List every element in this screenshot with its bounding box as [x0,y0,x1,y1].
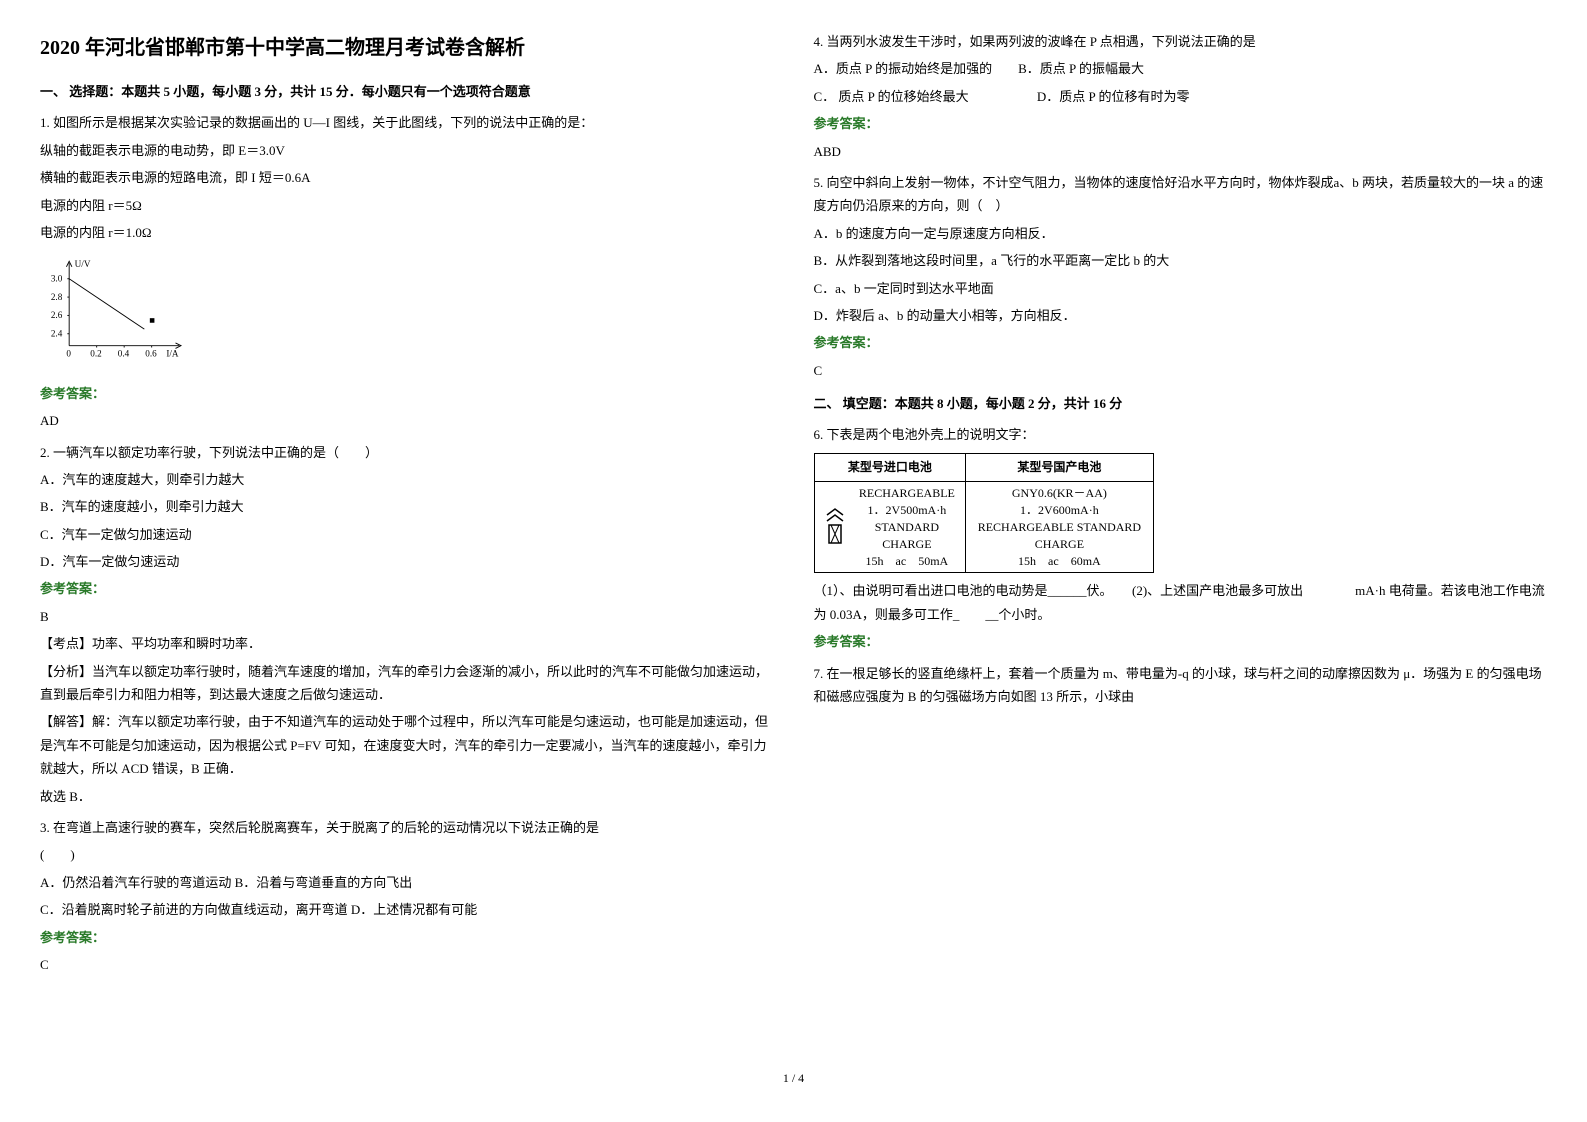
left-line-2: STANDARD [855,519,960,536]
q2-expl-1: 【分析】当汽车以额定功率行驶时，随着汽车速度的增加，汽车的牵引力会逐渐的减小，所… [40,660,774,707]
graph-point [150,319,155,324]
q2-expl-2: 【解答】解：汽车以额定功率行驶，由于不知道汽车的运动处于哪个过程中，所以汽车可能… [40,710,774,780]
table-header-right: 某型号国产电池 [966,453,1153,482]
question-6: 6. 下表是两个电池外壳上的说明文字： 某型号进口电池 某型号国产电池 [814,423,1548,653]
q6-tail: （1）、由说明可看出进口电池的电动势是______伏。 (2)、上述国产电池最多… [814,579,1548,626]
q5-opt-c: C．a、b 一定同时到达水平地面 [814,277,1548,300]
q3-stem: 3. 在弯道上高速行驶的赛车，突然后轮脱离赛车，关于脱离了的后轮的运动情况以下说… [40,816,774,839]
page-footer: 1 / 4 [40,1068,1547,1090]
question-5: 5. 向空中斜向上发射一物体，不计空气阻力，当物体的速度恰好沿水平方向时，物体炸… [814,171,1548,382]
q2-ans: B [40,605,774,628]
q4-ans: ABD [814,140,1548,163]
table-row: RECHARGEABLE 1．2V500mA·h STANDARD CHARGE… [814,482,1153,573]
q2-stem: 2. 一辆汽车以额定功率行驶，下列说法中正确的是（ ） [40,441,774,464]
x-tick-1: 0.2 [90,349,102,359]
x-tick-3: 0.6 [145,349,157,359]
question-1: 1. 如图所示是根据某次实验记录的数据画出的 U—I 图线，关于此图线，下列的说… [40,111,774,432]
q4-opt-cd: C． 质点 P 的位移始终最大 D．质点 P 的位移有时为零 [814,85,1548,108]
y-tick-3: 3.0 [51,274,63,284]
q1-line-b: 横轴的截距表示电源的短路电流，即 I 短＝0.6A [40,166,774,189]
section-2-heading: 二、 填空题：本题共 8 小题，每小题 2 分，共计 16 分 [814,392,1548,415]
q5-opt-b: B．从炸裂到落地这段时间里，a 飞行的水平距离一定比 b 的大 [814,249,1548,272]
q2-opt-a: A．汽车的速度越大，则牵引力越大 [40,468,774,491]
q2-expl-3: 故选 B． [40,785,774,808]
right-line-0: GNY0.6(KR－AA) [972,485,1146,502]
graph-line [69,279,144,329]
q2-opt-b: B．汽车的速度越小，则牵引力越大 [40,495,774,518]
q5-stem: 5. 向空中斜向上发射一物体，不计空气阻力，当物体的速度恰好沿水平方向时，物体炸… [814,171,1548,218]
table-cell-left: RECHARGEABLE 1．2V500mA·h STANDARD CHARGE… [814,482,966,573]
q1-ans-label: 参考答案： [40,382,774,405]
y-tick-0: 2.4 [51,329,63,339]
q6-stem: 6. 下表是两个电池外壳上的说明文字： [814,423,1548,446]
q1-line-a: 纵轴的截距表示电源的电动势，即 E＝3.0V [40,139,774,162]
q3-opt-cd: C．沿着脱离时轮子前进的方向做直线运动，离开弯道 D．上述情况都有可能 [40,898,774,921]
q5-ans-label: 参考答案： [814,331,1548,354]
x-tick-2: 0.4 [118,349,130,359]
y-label: U/V [75,259,91,269]
table-row: 某型号进口电池 某型号国产电池 [814,453,1153,482]
table-cell-right: GNY0.6(KR－AA) 1．2V600mA·h RECHARGEABLE S… [966,482,1153,573]
q6-ans-label: 参考答案： [814,630,1548,653]
x-tick-0: 0 [66,349,71,359]
x-label: I/A [166,349,179,359]
section-1-heading: 一、 选择题：本题共 5 小题，每小题 3 分，共计 15 分．每小题只有一个选… [40,80,774,103]
q1-stem: 1. 如图所示是根据某次实验记录的数据画出的 U—I 图线，关于此图线，下列的说… [40,111,774,134]
y-tick-1: 2.6 [51,311,63,321]
right-line-2: RECHARGEABLE STANDARD [972,519,1146,536]
q3-ans: C [40,953,774,976]
battery-table: 某型号进口电池 某型号国产电池 [814,453,1154,574]
right-line-1: 1．2V600mA·h [972,502,1146,519]
q1-line-d: 电源的内阻 r＝1.0Ω [40,221,774,244]
q2-opt-d: D．汽车一定做匀速运动 [40,550,774,573]
q2-opt-c: C．汽车一定做匀加速运动 [40,523,774,546]
q5-opt-d: D．炸裂后 a、b 的动量大小相等，方向相反． [814,304,1548,327]
q1-ans: AD [40,409,774,432]
page-title: 2020 年河北省邯郸市第十中学高二物理月考试卷含解析 [40,30,774,66]
left-line-0: RECHARGEABLE [855,485,960,502]
left-line-3: CHARGE [855,536,960,553]
left-line-1: 1．2V500mA·h [855,502,960,519]
q4-opt-ab: A．质点 P 的振动始终是加强的 B．质点 P 的振幅最大 [814,57,1548,80]
q4-stem: 4. 当两列水波发生干涉时，如果两列波的波峰在 P 点相遇，下列说法正确的是 [814,30,1548,53]
q5-opt-a: A．b 的速度方向一定与原速度方向相反． [814,222,1548,245]
question-2: 2. 一辆汽车以额定功率行驶，下列说法中正确的是（ ） A．汽车的速度越大，则牵… [40,441,774,808]
table-header-left: 某型号进口电池 [814,453,966,482]
question-4: 4. 当两列水波发生干涉时，如果两列波的波峰在 P 点相遇，下列说法正确的是 A… [814,30,1548,163]
question-3: 3. 在弯道上高速行驶的赛车，突然后轮脱离赛车，关于脱离了的后轮的运动情况以下说… [40,816,774,976]
recycle-icon [821,507,849,547]
q4-ans-label: 参考答案： [814,112,1548,135]
q3-ans-label: 参考答案： [40,926,774,949]
q7-stem: 7. 在一根足够长的竖直绝缘杆上，套着一个质量为 m、带电量为-q 的小球，球与… [814,662,1548,709]
y-tick-2: 2.8 [51,292,63,302]
q3-paren: ( ) [40,843,774,866]
q5-ans: C [814,359,1548,382]
q3-opt-ab: A．仍然沿着汽车行驶的弯道运动 B．沿着与弯道垂直的方向飞出 [40,871,774,894]
q2-expl-0: 【考点】功率、平均功率和瞬时功率． [40,632,774,655]
left-line-4: 15h ac 50mA [855,553,960,570]
question-7: 7. 在一根足够长的竖直绝缘杆上，套着一个质量为 m、带电量为-q 的小球，球与… [814,662,1548,709]
q2-ans-label: 参考答案： [40,577,774,600]
q1-line-c: 电源的内阻 r＝5Ω [40,194,774,217]
right-line-3: CHARGE [972,536,1146,553]
ui-graph: 3.0 2.8 2.6 2.4 0 0.2 0.4 0.6 U/V I/A [40,254,190,364]
right-line-4: 15h ac 60mA [972,553,1146,570]
